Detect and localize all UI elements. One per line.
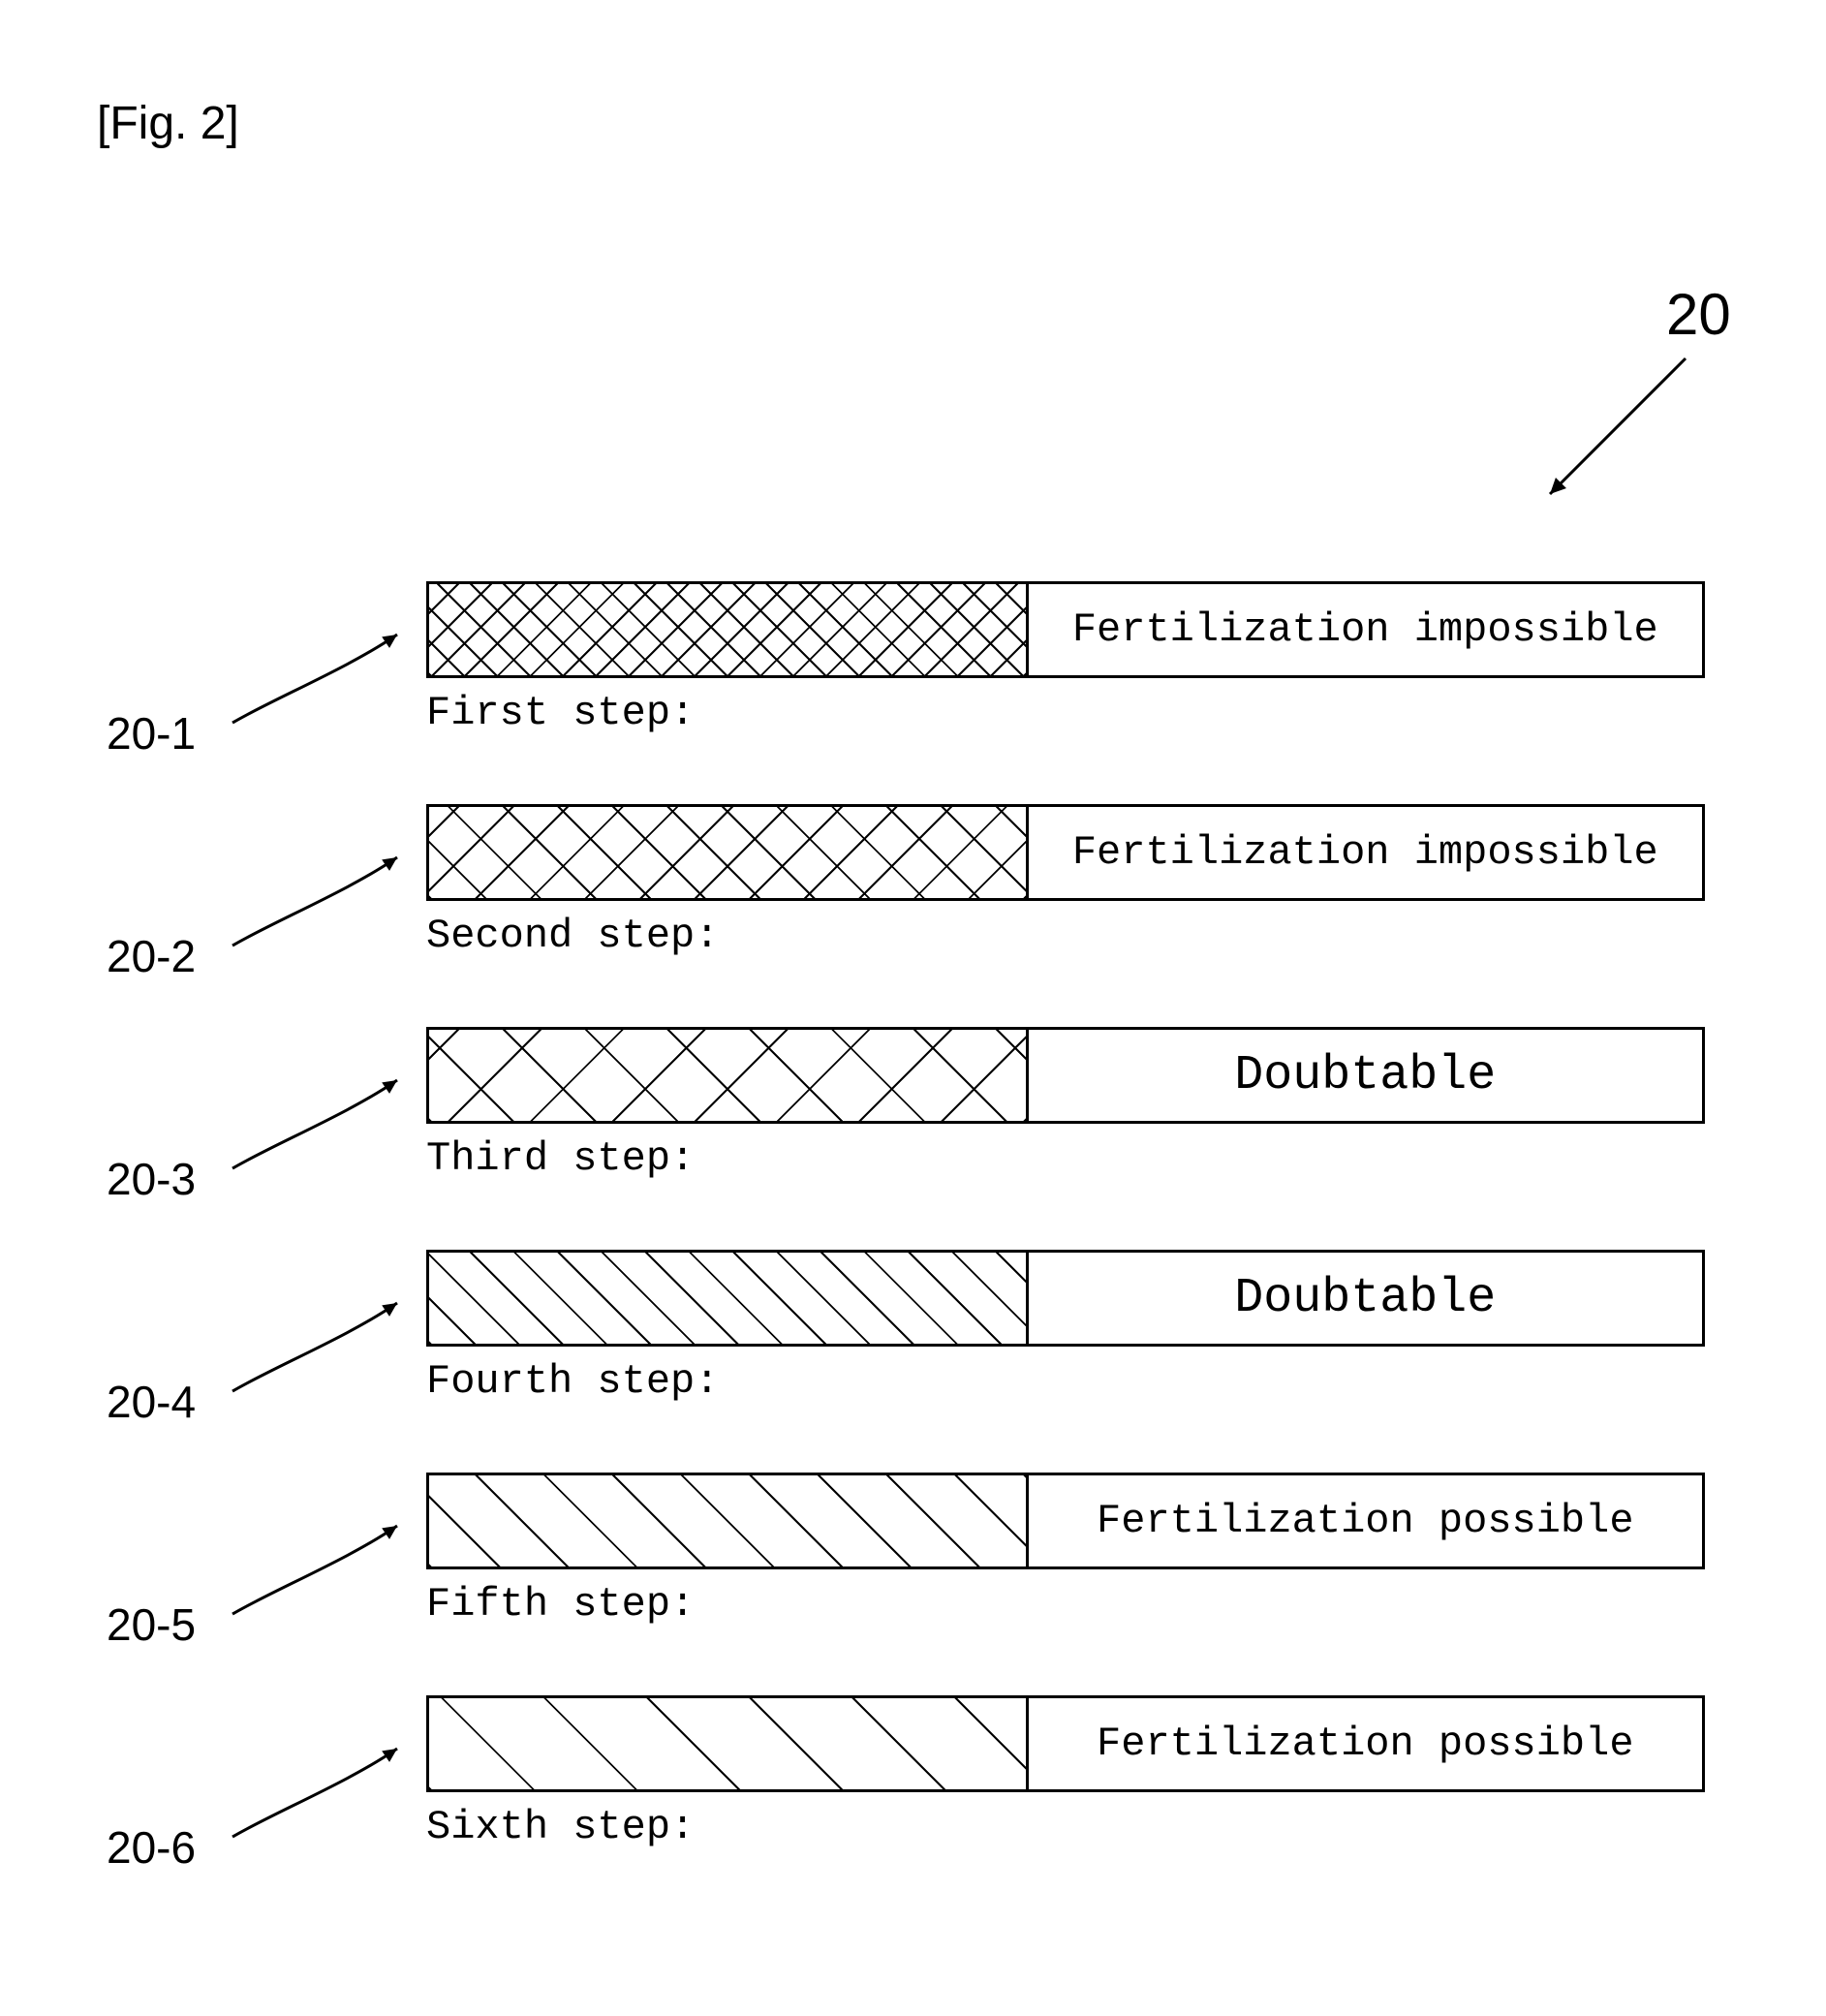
figure-label: [Fig. 2] <box>97 97 239 150</box>
step-bar: Doubtable <box>426 1250 1705 1347</box>
step-swatch <box>429 1030 1029 1121</box>
step-label: Fifth step: <box>426 1581 695 1628</box>
step-reference-number: 20-2 <box>107 930 196 982</box>
step-reference-arrow <box>194 819 436 984</box>
step-label: Second step: <box>426 913 719 959</box>
step-label: Fourth step: <box>426 1358 719 1405</box>
step-bar: Fertilization possible <box>426 1473 1705 1569</box>
step-bar: Fertilization impossible <box>426 581 1705 678</box>
figure-page: [Fig. 2] 20 Fertilization impossibleFirs… <box>0 0 1826 2016</box>
step-result: Fertilization possible <box>1029 1475 1702 1566</box>
step-reference-arrow <box>194 1264 436 1430</box>
step-reference-arrow <box>194 1487 436 1653</box>
step-bar: Fertilization possible <box>426 1695 1705 1792</box>
step-reference-number: 20-1 <box>107 707 196 760</box>
step-reference-arrow <box>194 1041 436 1207</box>
step-swatch <box>429 807 1029 898</box>
step-reference-number: 20-6 <box>107 1821 196 1874</box>
step-label: First step: <box>426 690 695 736</box>
step-label: Third step: <box>426 1135 695 1182</box>
step-result: Doubtable <box>1029 1030 1702 1121</box>
main-reference-arrow <box>1521 329 1715 523</box>
step-reference-arrow <box>194 596 436 761</box>
step-swatch <box>429 1253 1029 1344</box>
step-swatch <box>429 1475 1029 1566</box>
step-reference-number: 20-4 <box>107 1376 196 1428</box>
step-reference-number: 20-3 <box>107 1153 196 1205</box>
step-result: Doubtable <box>1029 1253 1702 1344</box>
step-reference-arrow <box>194 1710 436 1876</box>
step-bar: Doubtable <box>426 1027 1705 1124</box>
step-result: Fertilization impossible <box>1029 584 1702 675</box>
step-bar: Fertilization impossible <box>426 804 1705 901</box>
step-result: Fertilization possible <box>1029 1698 1702 1789</box>
step-result: Fertilization impossible <box>1029 807 1702 898</box>
step-swatch <box>429 1698 1029 1789</box>
step-reference-number: 20-5 <box>107 1598 196 1651</box>
step-label: Sixth step: <box>426 1804 695 1850</box>
step-swatch <box>429 584 1029 675</box>
